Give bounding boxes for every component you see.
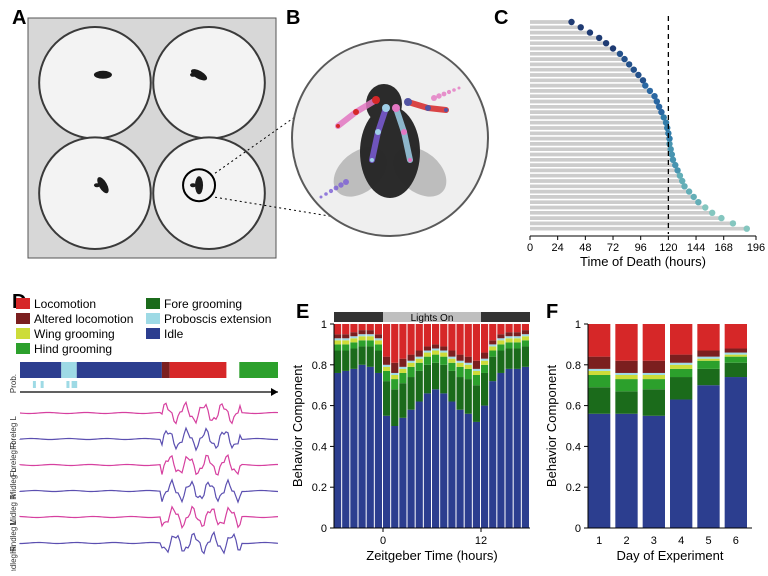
svg-text:C: C (494, 7, 508, 29)
svg-text:Midleg L: Midleg L (9, 467, 18, 498)
svg-text:F: F (546, 301, 558, 323)
svg-text:5: 5 (705, 535, 711, 547)
svg-text:2: 2 (623, 535, 629, 547)
panel-c: 0 24 48 72 96 120 144 168 196 Time of Death (hour… (527, 16, 765, 269)
svg-text:Hind grooming: Hind grooming (34, 342, 112, 356)
svg-text:24: 24 (552, 242, 564, 254)
svg-text:Fore grooming: Fore grooming (164, 297, 242, 311)
panel-d: Prob.Foreleg LForeleg RMidleg LMidleg RH… (9, 362, 278, 571)
svg-text:0: 0 (380, 535, 386, 547)
svg-text:0: 0 (527, 242, 533, 254)
svg-text:0.2: 0.2 (312, 482, 327, 494)
svg-text:0.2: 0.2 (566, 482, 581, 494)
figure-svg: ABCDEF024487296120144168196Time of Death… (0, 0, 768, 571)
svg-text:48: 48 (579, 242, 591, 254)
svg-text:12: 12 (475, 535, 487, 547)
svg-text:72: 72 (607, 242, 619, 254)
svg-text:168: 168 (715, 242, 733, 254)
svg-text:6: 6 (733, 535, 739, 547)
svg-text:1: 1 (321, 319, 327, 331)
svg-text:0: 0 (575, 523, 581, 535)
svg-text:Wing grooming: Wing grooming (34, 327, 115, 341)
svg-text:96: 96 (635, 242, 647, 254)
svg-text:120: 120 (659, 242, 677, 254)
svg-text:Behavior Component: Behavior Component (290, 365, 305, 488)
panel-f: 0 0.2 0.4 0.6 0.8 1 1 2 3 4 5 6 Day of Experiment Beh… (544, 319, 752, 563)
svg-text:0.4: 0.4 (566, 441, 581, 453)
svg-text:0.6: 0.6 (312, 401, 327, 413)
svg-text:E: E (296, 301, 309, 323)
svg-text:Idle: Idle (164, 327, 184, 341)
svg-text:0.6: 0.6 (566, 401, 581, 413)
svg-text:0: 0 (321, 523, 327, 535)
behavior-legend: LocomotionAltered locomotionWing groomin… (16, 297, 271, 356)
svg-text:Time of Death (hours): Time of Death (hours) (580, 254, 706, 269)
svg-text:4: 4 (678, 535, 684, 547)
svg-text:0.4: 0.4 (312, 441, 327, 453)
svg-text:A: A (12, 7, 26, 29)
svg-text:Zeitgeber Time (hours): Zeitgeber Time (hours) (366, 548, 498, 563)
svg-text:B: B (286, 7, 300, 29)
svg-text:1: 1 (575, 319, 581, 331)
svg-text:0.8: 0.8 (312, 360, 327, 372)
svg-text:Proboscis extension: Proboscis extension (164, 312, 271, 326)
svg-text:0.8: 0.8 (566, 360, 581, 372)
svg-text:Hindleg R: Hindleg R (9, 546, 18, 571)
svg-text:Day of Experiment: Day of Experiment (617, 548, 724, 563)
svg-text:196: 196 (747, 242, 765, 254)
panel-b (292, 40, 488, 236)
panel-e: Lights On 0 0.2 0.4 0.6 0.8 1 0 12Zeitgeber Time… (290, 312, 530, 563)
svg-text:Lights On: Lights On (411, 313, 454, 324)
figure: ABCDEF024487296120144168196Time of Death… (0, 0, 768, 571)
svg-text:Locomotion: Locomotion (34, 297, 96, 311)
svg-text:3: 3 (651, 535, 657, 547)
svg-text:1: 1 (596, 535, 602, 547)
svg-text:144: 144 (687, 242, 705, 254)
svg-text:Behavior Component: Behavior Component (544, 365, 559, 488)
svg-text:Prob.: Prob. (9, 374, 18, 393)
svg-text:Altered locomotion: Altered locomotion (34, 312, 133, 326)
panel-a (28, 18, 276, 258)
